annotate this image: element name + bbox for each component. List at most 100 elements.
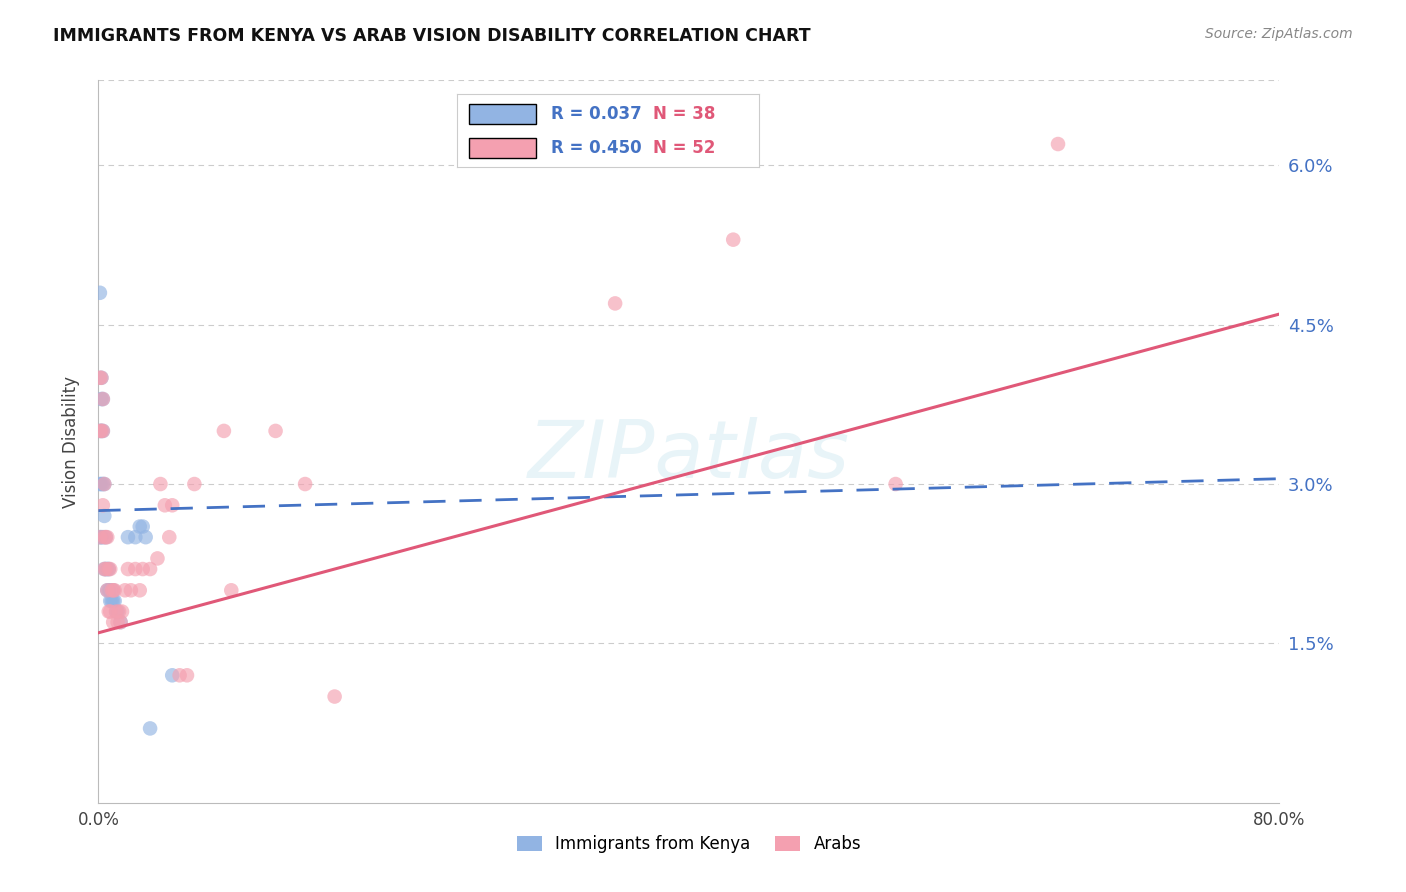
Point <box>98 605 121 619</box>
Point <box>146 551 169 566</box>
Point <box>107 605 129 619</box>
Point <box>117 562 139 576</box>
Point <box>89 424 111 438</box>
Point <box>89 424 111 438</box>
Point <box>90 530 112 544</box>
Point <box>93 562 115 576</box>
Point <box>132 519 155 533</box>
Point <box>162 498 183 512</box>
Point <box>176 668 198 682</box>
Point <box>98 583 121 598</box>
Point <box>94 562 117 576</box>
Point <box>91 392 114 406</box>
Point <box>90 371 112 385</box>
Point <box>96 583 118 598</box>
Point <box>153 498 176 512</box>
Point <box>91 424 114 438</box>
Point <box>605 296 627 310</box>
Point <box>1046 136 1070 151</box>
Point <box>139 562 162 576</box>
Point <box>96 530 118 544</box>
Point <box>94 562 117 576</box>
Point <box>110 615 132 630</box>
Point <box>162 668 183 682</box>
FancyBboxPatch shape <box>470 103 536 124</box>
Legend: Immigrants from Kenya, Arabs: Immigrants from Kenya, Arabs <box>510 828 868 860</box>
Point <box>90 371 112 385</box>
Point <box>110 615 132 630</box>
Point <box>93 477 115 491</box>
Point <box>90 477 112 491</box>
Point <box>100 594 122 608</box>
Point <box>100 583 122 598</box>
Point <box>157 530 180 544</box>
Point <box>91 424 114 438</box>
Point <box>94 530 117 544</box>
Point <box>105 605 128 619</box>
Point <box>117 530 139 544</box>
Point <box>97 562 120 576</box>
Point <box>93 477 115 491</box>
Text: R = 0.037: R = 0.037 <box>551 105 641 123</box>
Point <box>89 285 111 300</box>
Point <box>120 583 142 598</box>
Point <box>111 605 134 619</box>
Point <box>103 615 125 630</box>
Point <box>89 530 111 544</box>
Point <box>723 233 745 247</box>
Point <box>91 498 114 512</box>
Point <box>264 424 287 438</box>
Point <box>91 530 114 544</box>
Point <box>103 583 125 598</box>
Point <box>91 392 114 406</box>
Point <box>139 722 162 736</box>
Point <box>98 594 121 608</box>
Point <box>89 371 111 385</box>
Point <box>104 594 127 608</box>
Point <box>884 477 907 491</box>
Point <box>97 605 120 619</box>
Text: Source: ZipAtlas.com: Source: ZipAtlas.com <box>1205 27 1353 41</box>
Point <box>104 583 127 598</box>
Point <box>89 477 111 491</box>
Point <box>105 605 128 619</box>
Text: IMMIGRANTS FROM KENYA VS ARAB VISION DISABILITY CORRELATION CHART: IMMIGRANTS FROM KENYA VS ARAB VISION DIS… <box>53 27 811 45</box>
Point <box>90 424 112 438</box>
Point <box>124 530 146 544</box>
Point <box>90 392 112 406</box>
Text: ZIPatlas: ZIPatlas <box>527 417 851 495</box>
Point <box>93 530 115 544</box>
Point <box>93 508 115 523</box>
Point <box>212 424 235 438</box>
Text: R = 0.450: R = 0.450 <box>551 139 641 157</box>
Point <box>294 477 316 491</box>
Point <box>94 530 117 544</box>
Point <box>169 668 191 682</box>
Point <box>97 562 120 576</box>
Point <box>108 605 131 619</box>
Text: N = 38: N = 38 <box>654 105 716 123</box>
Point <box>98 562 121 576</box>
Point <box>221 583 243 598</box>
Text: N = 52: N = 52 <box>654 139 716 157</box>
FancyBboxPatch shape <box>470 137 536 158</box>
Point <box>93 562 115 576</box>
Point <box>183 477 205 491</box>
Point <box>128 519 150 533</box>
Point <box>96 562 118 576</box>
Point <box>89 530 111 544</box>
Point <box>135 530 157 544</box>
Point <box>96 583 118 598</box>
Point <box>103 583 125 598</box>
Point <box>114 583 136 598</box>
Point <box>124 562 146 576</box>
Point <box>132 562 155 576</box>
Point <box>149 477 172 491</box>
Point <box>128 583 150 598</box>
Y-axis label: Vision Disability: Vision Disability <box>62 376 80 508</box>
Point <box>323 690 346 704</box>
Point <box>91 477 114 491</box>
Point <box>107 615 129 630</box>
Point <box>103 594 125 608</box>
Point <box>90 424 112 438</box>
